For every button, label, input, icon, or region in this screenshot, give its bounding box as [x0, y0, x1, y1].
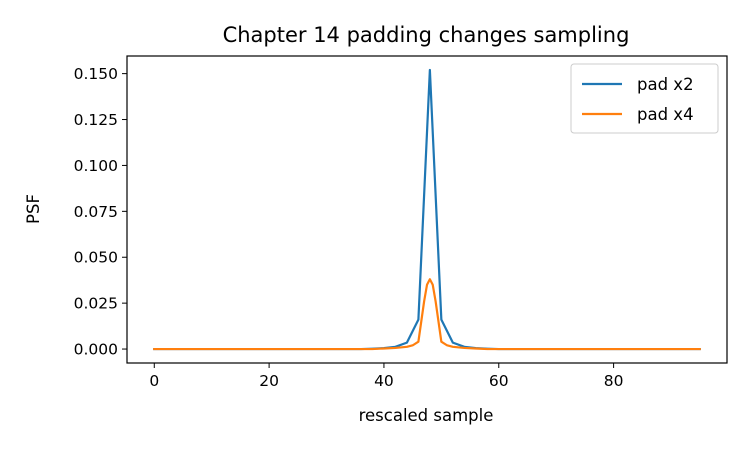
y-tick-label: 0.150 — [74, 65, 118, 83]
x-tick-label: 0 — [149, 372, 159, 390]
legend-label-pad-x2: pad x2 — [637, 75, 694, 94]
y-tick-label: 0.050 — [74, 249, 118, 267]
plot-lines — [153, 68, 701, 351]
plot-frame — [126, 55, 728, 364]
chart-title: Chapter 14 padding changes sampling — [223, 23, 630, 47]
series-line-pad-x4 — [153, 278, 701, 351]
y-tick-label: 0.075 — [74, 203, 118, 221]
x-axis-ticks: 0 20 40 60 80 — [149, 363, 623, 390]
y-tick-label: 0.000 — [74, 341, 118, 359]
x-tick-label: 20 — [259, 372, 279, 390]
legend: pad x2 pad x4 — [570, 63, 719, 134]
y-tick-label: 0.025 — [74, 295, 118, 313]
x-tick-label: 40 — [374, 372, 394, 390]
legend-label-pad-x4: pad x4 — [637, 105, 694, 124]
x-axis-label: rescaled sample — [359, 406, 494, 425]
y-axis-label: PSF — [24, 194, 43, 224]
legend-box — [570, 63, 719, 134]
x-tick-label: 80 — [604, 372, 624, 390]
y-tick-label: 0.125 — [74, 111, 118, 129]
y-axis-ticks: 0.000 0.025 0.050 0.075 0.100 0.125 0.150 — [74, 65, 127, 359]
x-tick-label: 60 — [489, 372, 509, 390]
y-tick-label: 0.100 — [74, 157, 118, 175]
